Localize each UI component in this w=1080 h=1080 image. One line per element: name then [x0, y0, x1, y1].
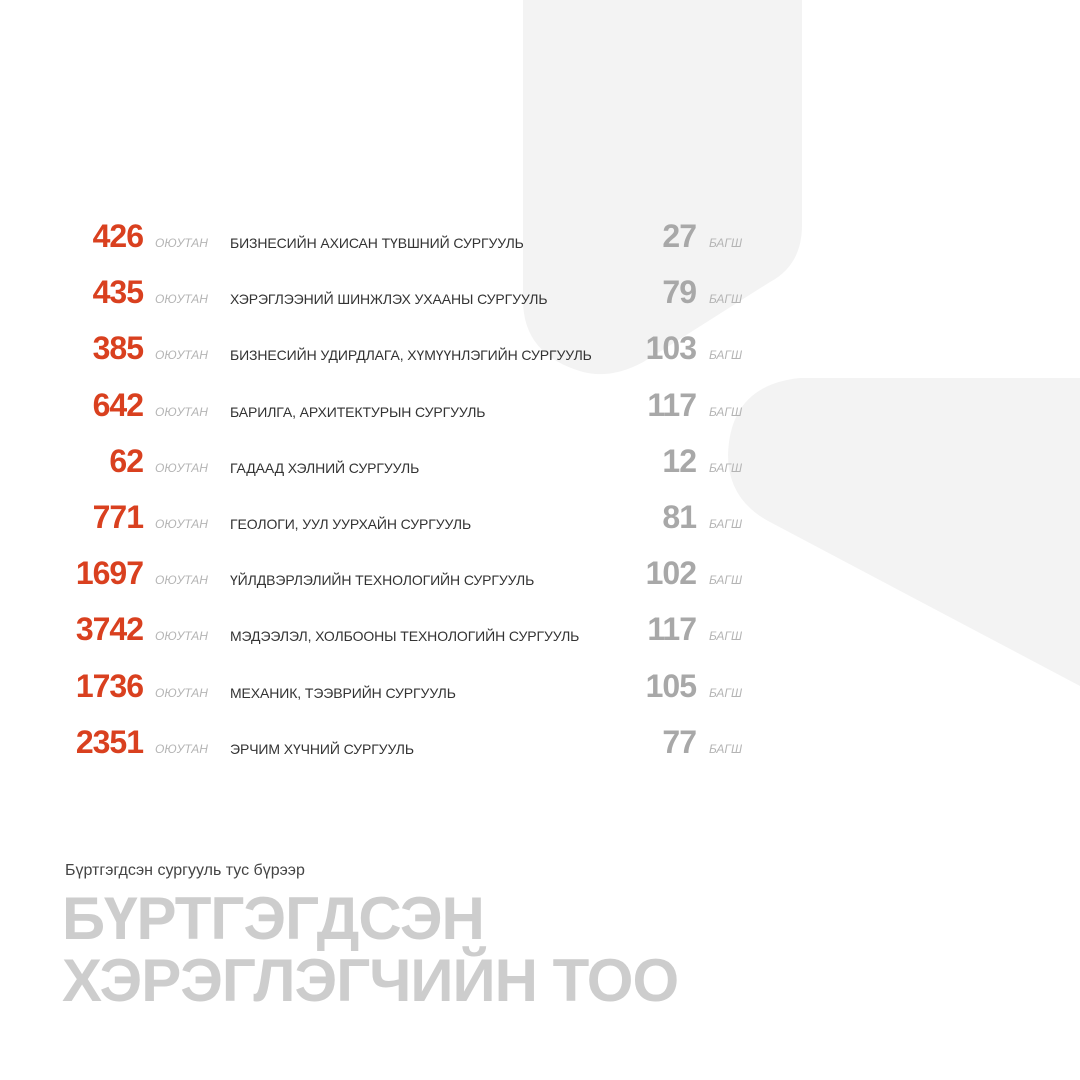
- school-name: ХЭРЭГЛЭЭНИЙ ШИНЖЛЭХ УХААНЫ СУРГУУЛЬ: [230, 291, 548, 308]
- school-stats-table: 426 ОЮУТАН БИЗНЕСИЙН АХИСАН ТҮВШНИЙ СУРГУУ…: [0, 212, 1080, 774]
- student-label: ОЮУТАН: [155, 741, 208, 756]
- student-label: ОЮУТАН: [155, 404, 208, 419]
- student-label: ОЮУТАН: [155, 516, 208, 531]
- student-label: ОЮУТАН: [155, 292, 208, 307]
- student-count: 2351: [75, 723, 144, 760]
- teacher-count: 12: [662, 442, 697, 479]
- student-label: ОЮУТАН: [155, 573, 208, 588]
- student-count: 771: [92, 498, 144, 535]
- student-count: 3742: [75, 611, 144, 648]
- student-label: ОЮУТАН: [155, 348, 208, 363]
- teacher-label: БАГШ: [709, 516, 742, 531]
- title-line-2: ХЭРЭГЛЭГЧИЙН ТОО: [62, 947, 679, 1014]
- school-name: ҮЙЛДВЭРЛЭЛИЙН ТЕХНОЛОГИЙН СУРГУУЛЬ: [230, 572, 535, 589]
- teacher-count: 81: [662, 498, 697, 535]
- school-name: БИЗНЕСИЙН АХИСАН ТҮВШНИЙ СУРГУУЛЬ: [230, 235, 524, 251]
- teacher-label: БАГШ: [709, 685, 742, 700]
- student-count: 1697: [75, 555, 144, 592]
- table-row: 1697 ОЮУТАН ҮЙЛДВЭРЛЭЛИЙН ТЕХНОЛОГИЙН СУРГ…: [0, 549, 1080, 605]
- title-line-1: БҮРТГЭГДСЭН: [62, 885, 485, 952]
- teacher-count: 103: [645, 330, 697, 367]
- student-count: 1736: [75, 667, 144, 704]
- student-count: 435: [92, 274, 144, 311]
- table-row: 385 ОЮУТАН БИЗНЕСИЙН УДИРДЛАГА, ХҮМҮҮНЛЭГИ…: [0, 324, 1080, 380]
- student-label: ОЮУТАН: [155, 685, 208, 700]
- student-count: 385: [92, 330, 144, 367]
- table-row: 2351 ОЮУТАН ЭРЧИМ ХҮЧНИЙ СУРГУУЛЬ 77 БАГШ: [0, 718, 1080, 774]
- table-row: 771 ОЮУТАН ГЕОЛОГИ, УУЛ УУРХАЙН СУРГУУЛЬ 81…: [0, 493, 1080, 549]
- teacher-label: БАГШ: [709, 573, 742, 588]
- school-name: БИЗНЕСИЙН УДИРДЛАГА, ХҮМҮҮНЛЭГИЙН СУРГУУ…: [230, 347, 592, 364]
- subtitle: Бүртгэгдсэн сургууль тус бүрээр: [65, 862, 305, 879]
- teacher-label: БАГШ: [709, 629, 742, 644]
- school-name: ЭРЧИМ ХҮЧНИЙ СУРГУУЛЬ: [230, 740, 414, 757]
- student-label: ОЮУТАН: [155, 236, 208, 250]
- teacher-count: 117: [647, 386, 697, 423]
- teacher-label: БАГШ: [709, 236, 742, 250]
- table-row: 426 ОЮУТАН БИЗНЕСИЙН АХИСАН ТҮВШНИЙ СУРГУУ…: [0, 212, 1080, 268]
- table-row: 62 ОЮУТАН ГАДААД ХЭЛНИЙ СУРГУУЛЬ 12 БАГШ: [0, 437, 1080, 493]
- school-name: ГАДААД ХЭЛНИЙ СУРГУУЛЬ: [230, 459, 420, 476]
- table-row: 1736 ОЮУТАН МЕХАНИК, ТЭЭВРИЙН СУРГУУЛЬ 105 Б…: [0, 662, 1080, 718]
- teacher-label: БАГШ: [709, 292, 742, 307]
- teacher-count: 79: [662, 274, 697, 311]
- teacher-label: БАГШ: [709, 404, 742, 419]
- school-name: БАРИЛГА, АРХИТЕКТУРЫН СУРГУУЛЬ: [230, 403, 486, 420]
- table-row: 3742 ОЮУТАН МЭДЭЭЛЭЛ, ХОЛБООНЫ ТЕХНОЛОГИЙН…: [0, 605, 1080, 661]
- student-count: 62: [109, 442, 144, 479]
- school-name: МЭДЭЭЛЭЛ, ХОЛБООНЫ ТЕХНОЛОГИЙН СУРГУУЛЬ: [230, 628, 580, 645]
- student-label: ОЮУТАН: [155, 460, 208, 475]
- teacher-label: БАГШ: [709, 741, 742, 756]
- school-name: ГЕОЛОГИ, УУЛ УУРХАЙН СУРГУУЛЬ: [230, 515, 472, 532]
- page-title: БҮРТГЭГДСЭН ХЭРЭГЛЭГЧИЙН ТОО: [62, 885, 679, 1014]
- student-count: 642: [92, 386, 144, 423]
- teacher-count: 27: [662, 218, 697, 254]
- teacher-label: БАГШ: [709, 460, 742, 475]
- school-name: МЕХАНИК, ТЭЭВРИЙН СУРГУУЛЬ: [230, 684, 456, 701]
- student-label: ОЮУТАН: [155, 629, 208, 644]
- student-count: 426: [92, 218, 144, 254]
- teacher-count: 117: [647, 611, 697, 648]
- teacher-label: БАГШ: [709, 348, 742, 363]
- table-row: 642 ОЮУТАН БАРИЛГА, АРХИТЕКТУРЫН СУРГУУЛЬ 1…: [0, 381, 1080, 437]
- table-row: 435 ОЮУТАН ХЭРЭГЛЭЭНИЙ ШИНЖЛЭХ УХААНЫ СУРГ…: [0, 268, 1080, 324]
- teacher-count: 102: [645, 555, 697, 592]
- teacher-count: 105: [645, 667, 697, 704]
- teacher-count: 77: [662, 723, 697, 760]
